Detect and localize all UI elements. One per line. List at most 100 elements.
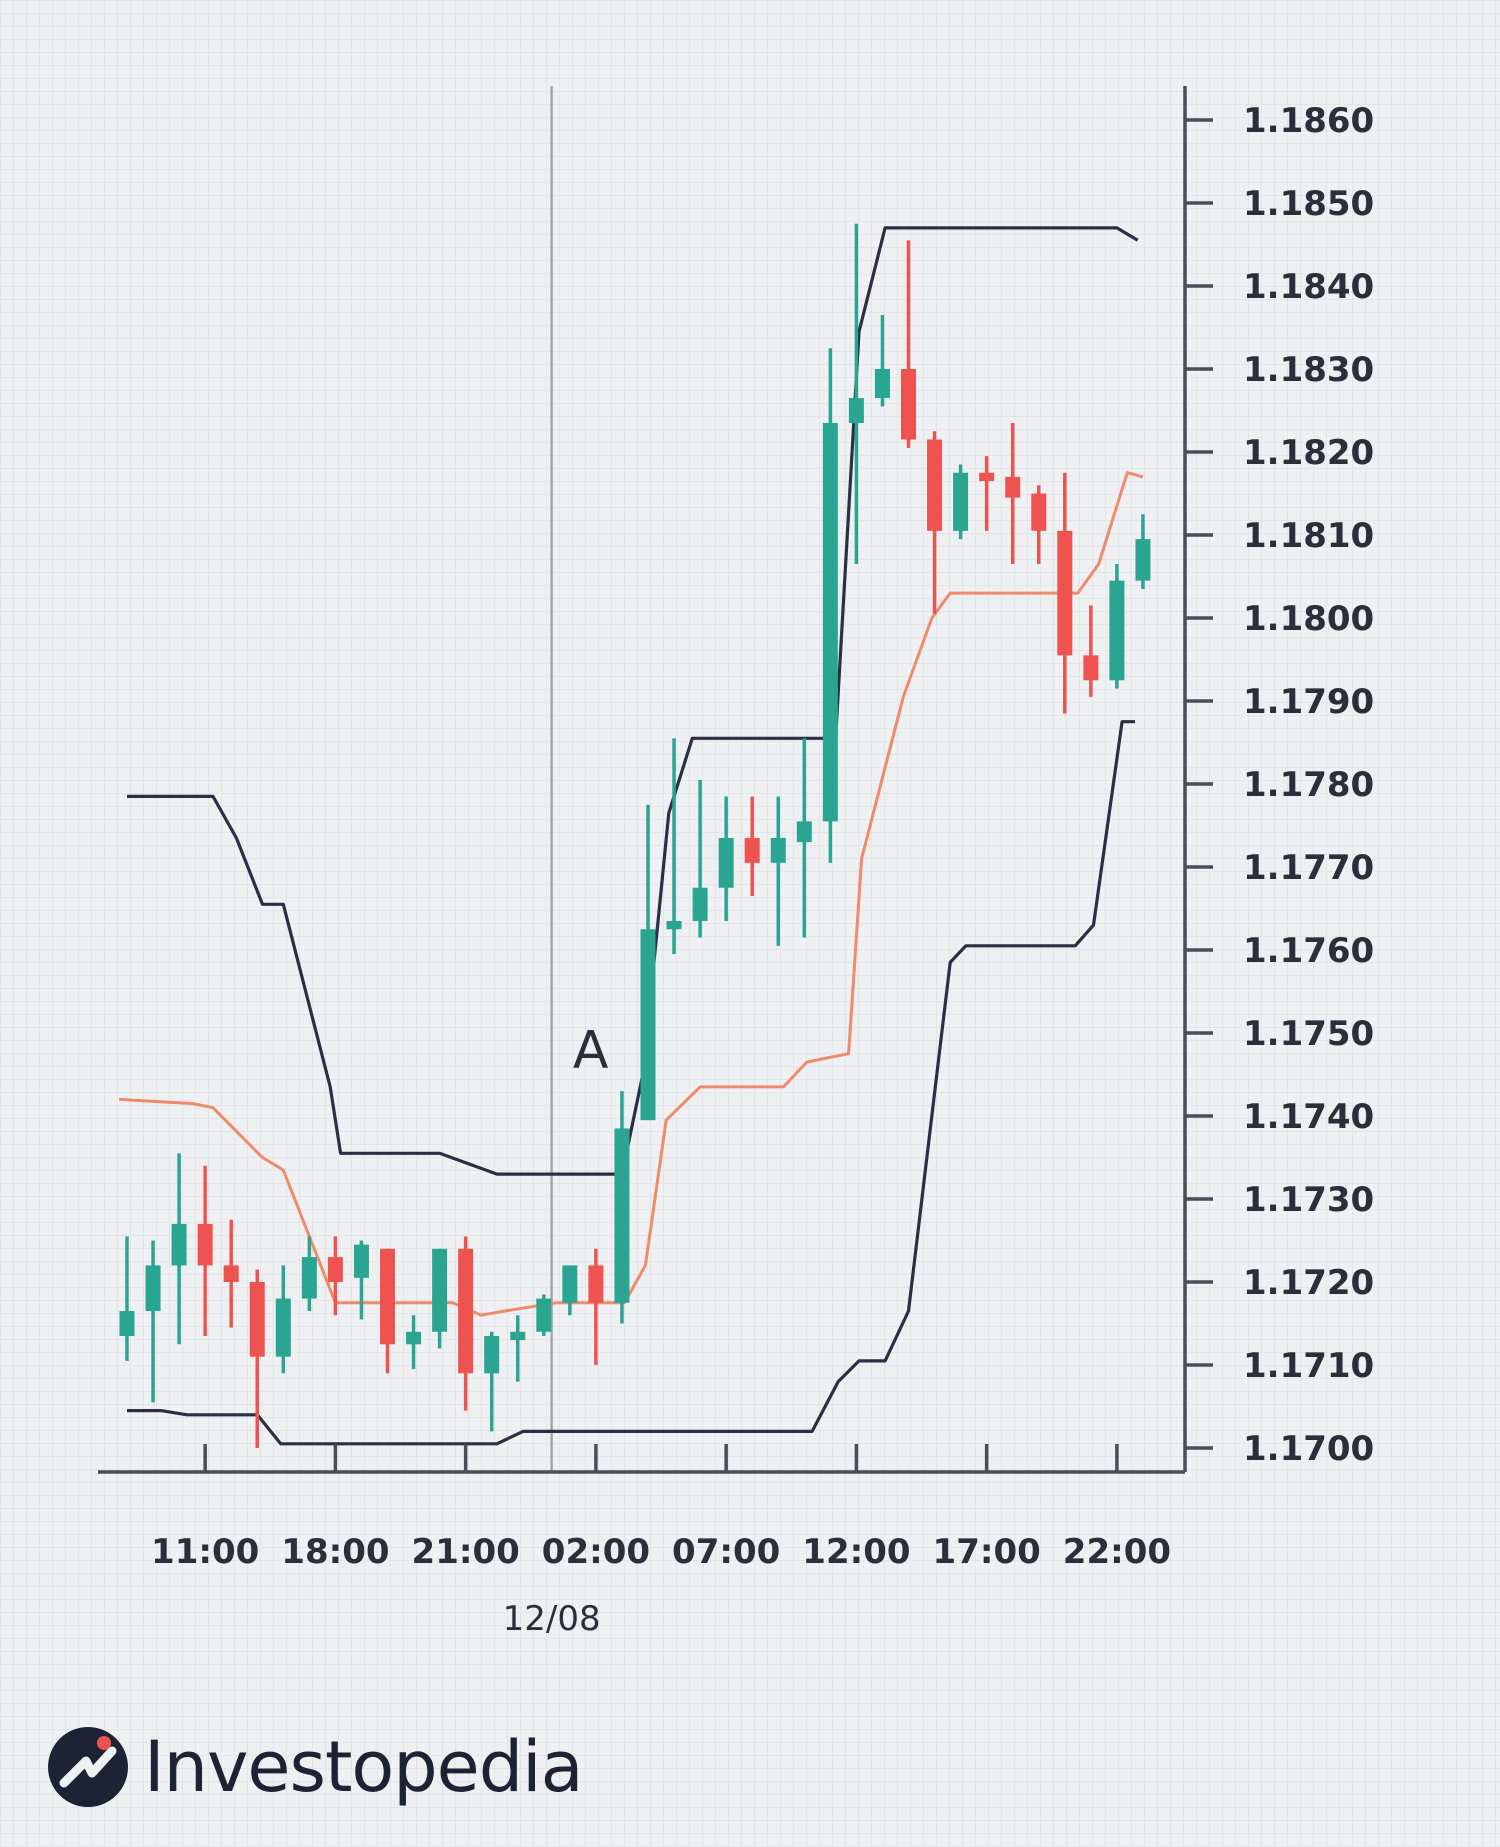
- y-tick-label: 1.1720: [1243, 1263, 1374, 1303]
- investopedia-logo-icon: [48, 1727, 128, 1807]
- y-tick-label: 1.1850: [1243, 184, 1374, 224]
- candle-body: [119, 1311, 135, 1336]
- candle-down: [327, 1236, 343, 1316]
- y-tick-label: 1.1790: [1243, 682, 1374, 722]
- candle-body: [1031, 493, 1047, 531]
- candle-body: [718, 837, 734, 888]
- candle-body: [562, 1265, 578, 1303]
- y-tick-label: 1.1740: [1243, 1097, 1374, 1137]
- candle-body: [249, 1282, 265, 1357]
- candle-body: [458, 1248, 474, 1374]
- candle-body: [1109, 580, 1125, 681]
- candle-up: [562, 1265, 578, 1316]
- candle-up: [796, 738, 812, 938]
- candle-body: [874, 369, 890, 399]
- candle-up: [301, 1236, 317, 1312]
- candle-body: [927, 439, 943, 531]
- x-tick-label: 21:00: [412, 1532, 520, 1572]
- y-tick-label: 1.1770: [1243, 848, 1374, 888]
- middle-channel-line: [119, 471, 1144, 1317]
- candle-body: [692, 887, 708, 921]
- upper-channel-line: [127, 226, 1139, 1176]
- x-tick-label: 12:00: [802, 1532, 910, 1572]
- candle-up: [953, 464, 969, 540]
- candle-body: [223, 1265, 239, 1282]
- candle-body: [510, 1331, 526, 1341]
- x-tick-label: 18:00: [281, 1532, 389, 1572]
- candle-body: [380, 1248, 395, 1345]
- candle-body: [145, 1265, 161, 1312]
- x-tick-label: 02:00: [542, 1532, 650, 1572]
- candle-up: [1109, 564, 1125, 689]
- candle-body: [848, 398, 864, 423]
- y-tick-label: 1.1800: [1243, 599, 1374, 639]
- candle-down: [458, 1236, 474, 1411]
- candle-down: [1031, 485, 1047, 565]
- candle-body: [979, 472, 995, 482]
- candle-down: [249, 1269, 265, 1448]
- candle-body: [171, 1223, 187, 1266]
- candle-down: [197, 1165, 213, 1336]
- annotation-label-a: A: [573, 1021, 609, 1081]
- candle-up: [1135, 514, 1151, 589]
- candle-up: [718, 796, 734, 921]
- candle-body: [614, 1128, 630, 1303]
- candle-body: [588, 1265, 604, 1303]
- candle-up: [484, 1331, 500, 1432]
- candle-body: [901, 369, 916, 440]
- y-tick-label: 1.1810: [1243, 516, 1374, 556]
- y-tick-label: 1.1780: [1243, 765, 1374, 805]
- candle-body: [1057, 530, 1073, 656]
- candle-body: [275, 1298, 291, 1357]
- candle-up: [510, 1315, 526, 1382]
- candle-down: [1083, 605, 1099, 697]
- candle-down: [380, 1248, 395, 1374]
- candle-up: [275, 1265, 291, 1374]
- investopedia-wordmark: Investopedia: [144, 1726, 584, 1808]
- candle-up: [145, 1240, 161, 1403]
- candle-up: [666, 738, 682, 955]
- candle-up: [406, 1315, 422, 1370]
- y-tick-label: 1.1700: [1243, 1429, 1374, 1469]
- candle-up: [119, 1236, 135, 1361]
- y-tick-label: 1.1820: [1243, 433, 1374, 473]
- y-tick-label: 1.1730: [1243, 1180, 1374, 1220]
- candle-up: [848, 223, 864, 565]
- candle-body: [640, 929, 656, 1121]
- candle-up: [536, 1294, 552, 1336]
- candle-body: [770, 837, 786, 863]
- y-tick-label: 1.1830: [1243, 350, 1374, 390]
- candle-body: [484, 1335, 500, 1374]
- candle-down: [927, 431, 943, 614]
- y-tick-label: 1.1760: [1243, 931, 1374, 971]
- candle-body: [666, 920, 682, 930]
- candle-up: [770, 796, 786, 946]
- candle-up: [874, 315, 890, 407]
- candle-down: [979, 456, 995, 531]
- candle-down: [588, 1248, 604, 1365]
- candle-body: [744, 837, 760, 863]
- candle-body: [432, 1248, 448, 1332]
- candle-body: [953, 472, 969, 531]
- candle-up: [822, 348, 838, 863]
- candle-down: [901, 240, 916, 448]
- candle-body: [327, 1257, 343, 1282]
- candle-down: [1005, 422, 1021, 565]
- candle-body: [353, 1244, 369, 1278]
- y-tick-label: 1.1710: [1243, 1346, 1374, 1386]
- investopedia-logo: Investopedia: [46, 1722, 584, 1812]
- date-label: 12/08: [503, 1599, 601, 1639]
- candle-up: [353, 1240, 369, 1320]
- candle-body: [1083, 655, 1099, 681]
- y-tick-label: 1.1860: [1243, 101, 1374, 141]
- candle-up: [614, 1091, 630, 1324]
- candle-up: [692, 779, 708, 938]
- y-tick-label: 1.1840: [1243, 267, 1374, 307]
- candle-body: [796, 821, 812, 843]
- x-tick-label: 11:00: [151, 1532, 259, 1572]
- candle-body: [1005, 476, 1021, 498]
- candle-body: [822, 422, 838, 822]
- candle-down: [744, 796, 760, 897]
- candle-down: [223, 1219, 239, 1328]
